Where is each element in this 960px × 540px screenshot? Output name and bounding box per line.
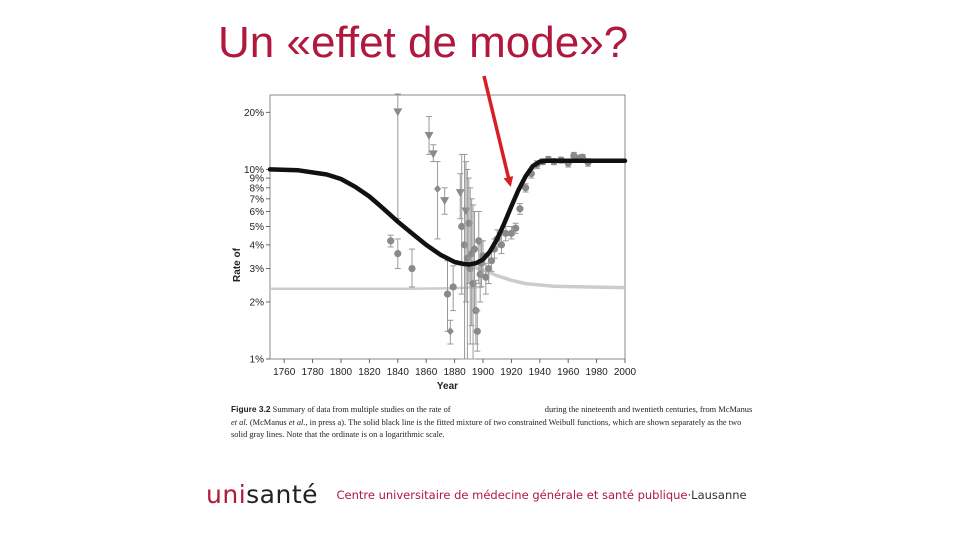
data-point [449, 265, 457, 312]
data-point [455, 173, 465, 220]
marker-triangle [455, 189, 465, 198]
marker-hexagon [482, 273, 490, 281]
data-point [393, 93, 403, 220]
marker-hexagon [458, 222, 466, 231]
y-tick-label: 20% [244, 108, 264, 119]
y-tick-label: 2% [250, 297, 265, 308]
data-point [440, 187, 450, 215]
x-tick-label: 1980 [585, 367, 608, 378]
data-point [473, 310, 481, 352]
data-point [428, 144, 438, 163]
marker-hexagon [387, 237, 395, 245]
y-tick-label: 5% [250, 222, 265, 233]
x-tick-label: 1940 [529, 367, 552, 378]
data-point [461, 161, 471, 303]
marker-hexagon [394, 249, 402, 258]
x-tick-label: 1800 [330, 367, 353, 378]
annotation-arrow [482, 75, 514, 187]
x-tick-label: 1900 [472, 367, 495, 378]
y-tick-label: 9% [250, 174, 265, 185]
marker-hexagon [485, 264, 493, 273]
marker-hexagon [497, 241, 506, 249]
marker-hexagon [487, 257, 496, 265]
x-tick-label: 2000 [614, 367, 637, 378]
caption-etal-1: et al. [231, 417, 248, 427]
footer: unisanté Centre universitaire de médecin… [206, 480, 747, 509]
marker-hexagon [470, 245, 479, 253]
marker-triangle [440, 197, 450, 206]
marker-triangle [428, 150, 438, 159]
x-tick-label: 1880 [443, 367, 466, 378]
data-point [522, 183, 530, 193]
slide-title: Un «effet de mode»? [218, 18, 629, 67]
x-tick-label: 1780 [301, 367, 324, 378]
y-tick-label: 3% [250, 264, 265, 275]
fitted-line [267, 158, 628, 267]
marker-hexagon [449, 283, 457, 291]
caption-etal-2: et al. [288, 417, 306, 427]
marker-hexagon [502, 229, 510, 237]
marker-hexagon [507, 229, 515, 237]
data-point [497, 234, 506, 255]
y-tick-label: 1% [250, 355, 265, 366]
data-point [446, 319, 454, 345]
marker-hexagon [516, 205, 524, 213]
data-point [408, 248, 416, 288]
figure-caption: Figure 3.2 Summary of data from multiple… [231, 403, 756, 442]
marker-hexagon [408, 264, 416, 273]
footer-separator: · [687, 487, 692, 502]
marker-triangle [393, 108, 403, 117]
marker-hexagon [473, 327, 481, 335]
marker-diamond [446, 327, 454, 336]
x-tick-label: 1760 [273, 367, 296, 378]
footer-city: Lausanne [691, 487, 747, 502]
data-point [424, 116, 434, 155]
marker-hexagon [522, 184, 530, 192]
footer-org: Centre universitaire de médecine général… [336, 488, 746, 502]
data-point [434, 161, 442, 240]
marker-hexagon [443, 290, 452, 298]
y-tick-label: 8% [250, 183, 265, 194]
x-tick-label: 1840 [387, 367, 410, 378]
x-axis-label: Year [437, 381, 458, 392]
caption-text-1: Summary of data from multiple studies on… [272, 405, 451, 414]
y-axis-label: Rate of [232, 247, 243, 282]
caption-text-3: (McManus [249, 417, 287, 427]
marker-hexagon [512, 224, 520, 232]
data-point [387, 234, 395, 248]
data-point [516, 203, 524, 215]
x-tick-label: 1860 [415, 367, 438, 378]
y-tick-label: 7% [250, 194, 265, 205]
y-tick-label: 6% [250, 207, 265, 218]
footer-org-name: Centre universitaire de médecine général… [336, 487, 688, 502]
marker-diamond [434, 184, 442, 193]
caption-text-2: during the nineteenth and twentieth cent… [544, 405, 753, 414]
marker-triangle [461, 207, 471, 216]
unisante-logo: unisanté [206, 480, 318, 509]
x-tick-label: 1820 [358, 367, 381, 378]
y-tick-label: 4% [250, 240, 265, 251]
logo-sante: santé [246, 480, 319, 509]
x-tick-label: 1960 [557, 367, 580, 378]
marker-triangle [424, 132, 434, 141]
caption-text-4: , in press a). The solid black line is t… [231, 417, 742, 440]
y-tick-label: 10% [244, 165, 264, 176]
logo-uni: uni [206, 480, 247, 509]
data-point [512, 222, 520, 234]
x-tick-label: 1920 [500, 367, 523, 378]
caption-label: Figure 3.2 [231, 404, 271, 414]
data-point [502, 226, 510, 242]
data-point [394, 238, 402, 270]
